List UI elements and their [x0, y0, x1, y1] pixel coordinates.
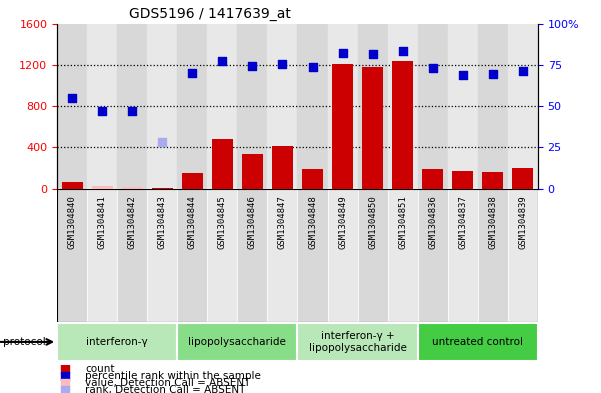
Text: percentile rank within the sample: percentile rank within the sample — [85, 371, 261, 381]
Point — [458, 72, 468, 78]
Bar — [62, 182, 83, 189]
Point — [248, 63, 257, 70]
Bar — [297, 323, 418, 361]
Bar — [358, 189, 388, 322]
Text: GSM1304848: GSM1304848 — [308, 195, 317, 249]
Point — [476, 282, 486, 288]
Bar — [87, 189, 117, 322]
Point — [157, 139, 167, 145]
Bar — [328, 189, 358, 322]
Text: GSM1304849: GSM1304849 — [338, 195, 347, 249]
Bar — [418, 323, 538, 361]
Bar — [121, 187, 143, 189]
Bar — [358, 24, 388, 189]
Text: GSM1304842: GSM1304842 — [128, 195, 136, 249]
Bar — [362, 68, 383, 189]
Bar — [147, 24, 177, 189]
Bar — [182, 173, 203, 189]
Point — [278, 61, 287, 68]
Text: value, Detection Call = ABSENT: value, Detection Call = ABSENT — [85, 378, 251, 387]
Bar — [57, 323, 177, 361]
Bar — [177, 24, 207, 189]
Text: GSM1304850: GSM1304850 — [368, 195, 377, 249]
Bar — [508, 24, 538, 189]
Point — [476, 220, 486, 226]
Text: protocol: protocol — [3, 337, 46, 347]
Point — [518, 67, 528, 73]
Bar — [478, 24, 508, 189]
Bar — [117, 24, 147, 189]
Bar — [87, 24, 117, 189]
Point — [308, 64, 317, 71]
Bar — [482, 172, 503, 189]
Bar — [418, 189, 448, 322]
Text: interferon-γ +
lipopolysaccharide: interferon-γ + lipopolysaccharide — [309, 331, 406, 353]
Bar — [418, 24, 448, 189]
Point — [476, 157, 486, 163]
Bar — [212, 139, 233, 189]
Text: GSM1304851: GSM1304851 — [398, 195, 407, 249]
Bar — [117, 189, 147, 322]
Point — [338, 50, 347, 56]
Point — [368, 51, 377, 57]
Bar — [388, 24, 418, 189]
Text: GSM1304845: GSM1304845 — [218, 195, 227, 249]
Text: GSM1304846: GSM1304846 — [248, 195, 257, 249]
Point — [476, 345, 486, 351]
Bar — [242, 154, 263, 189]
Point — [218, 57, 227, 64]
Point — [97, 108, 107, 114]
Text: GSM1304836: GSM1304836 — [429, 195, 437, 249]
Bar — [57, 189, 87, 322]
Bar — [508, 189, 538, 322]
Bar — [237, 24, 267, 189]
Point — [67, 95, 77, 101]
Bar — [297, 189, 328, 322]
Text: GSM1304837: GSM1304837 — [459, 195, 467, 249]
Bar — [453, 171, 474, 189]
Text: GDS5196 / 1417639_at: GDS5196 / 1417639_at — [129, 7, 291, 21]
Bar — [207, 189, 237, 322]
Bar — [448, 24, 478, 189]
Bar — [478, 189, 508, 322]
Point — [188, 70, 197, 76]
Text: GSM1304844: GSM1304844 — [188, 195, 197, 249]
Bar — [297, 24, 328, 189]
Bar — [207, 24, 237, 189]
Bar — [448, 189, 478, 322]
Bar — [177, 189, 207, 322]
Text: rank, Detection Call = ABSENT: rank, Detection Call = ABSENT — [85, 385, 246, 393]
Point — [398, 48, 407, 55]
Point — [488, 71, 498, 77]
Bar — [91, 185, 113, 189]
Bar — [237, 189, 267, 322]
Bar — [177, 323, 297, 361]
Bar — [151, 187, 173, 189]
Text: GSM1304841: GSM1304841 — [98, 195, 106, 249]
Text: lipopolysaccharide: lipopolysaccharide — [189, 337, 286, 347]
Bar — [512, 168, 534, 189]
Text: GSM1304840: GSM1304840 — [68, 195, 76, 249]
Text: GSM1304843: GSM1304843 — [158, 195, 166, 249]
Bar — [267, 24, 297, 189]
Text: GSM1304847: GSM1304847 — [278, 195, 287, 249]
Point — [428, 65, 438, 72]
Text: interferon-γ: interferon-γ — [87, 337, 148, 347]
Bar — [272, 146, 293, 189]
Point — [127, 108, 137, 114]
Bar — [302, 169, 323, 189]
Bar — [147, 189, 177, 322]
Bar — [422, 169, 443, 189]
Text: count: count — [85, 364, 115, 374]
Text: untreated control: untreated control — [432, 337, 523, 347]
Bar — [332, 64, 353, 189]
Bar — [57, 24, 87, 189]
Text: GSM1304838: GSM1304838 — [489, 195, 497, 249]
Text: GSM1304839: GSM1304839 — [519, 195, 527, 249]
Bar — [267, 189, 297, 322]
Bar — [388, 189, 418, 322]
Bar — [392, 61, 413, 189]
Bar — [328, 24, 358, 189]
